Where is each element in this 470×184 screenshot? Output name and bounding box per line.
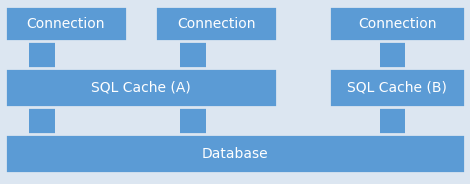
FancyBboxPatch shape <box>155 6 277 41</box>
FancyBboxPatch shape <box>380 107 405 134</box>
FancyBboxPatch shape <box>5 68 277 107</box>
FancyBboxPatch shape <box>380 41 405 68</box>
Text: Connection: Connection <box>26 17 105 31</box>
FancyBboxPatch shape <box>29 41 55 68</box>
FancyBboxPatch shape <box>180 41 205 68</box>
Text: Connection: Connection <box>358 17 437 31</box>
FancyBboxPatch shape <box>180 107 205 134</box>
FancyBboxPatch shape <box>5 6 127 41</box>
FancyBboxPatch shape <box>29 107 55 134</box>
Text: SQL Cache (A): SQL Cache (A) <box>91 80 191 94</box>
FancyBboxPatch shape <box>329 6 465 41</box>
FancyBboxPatch shape <box>329 68 465 107</box>
FancyBboxPatch shape <box>5 134 465 173</box>
Text: Database: Database <box>202 147 268 161</box>
Text: SQL Cache (B): SQL Cache (B) <box>347 80 447 94</box>
Text: Connection: Connection <box>177 17 256 31</box>
